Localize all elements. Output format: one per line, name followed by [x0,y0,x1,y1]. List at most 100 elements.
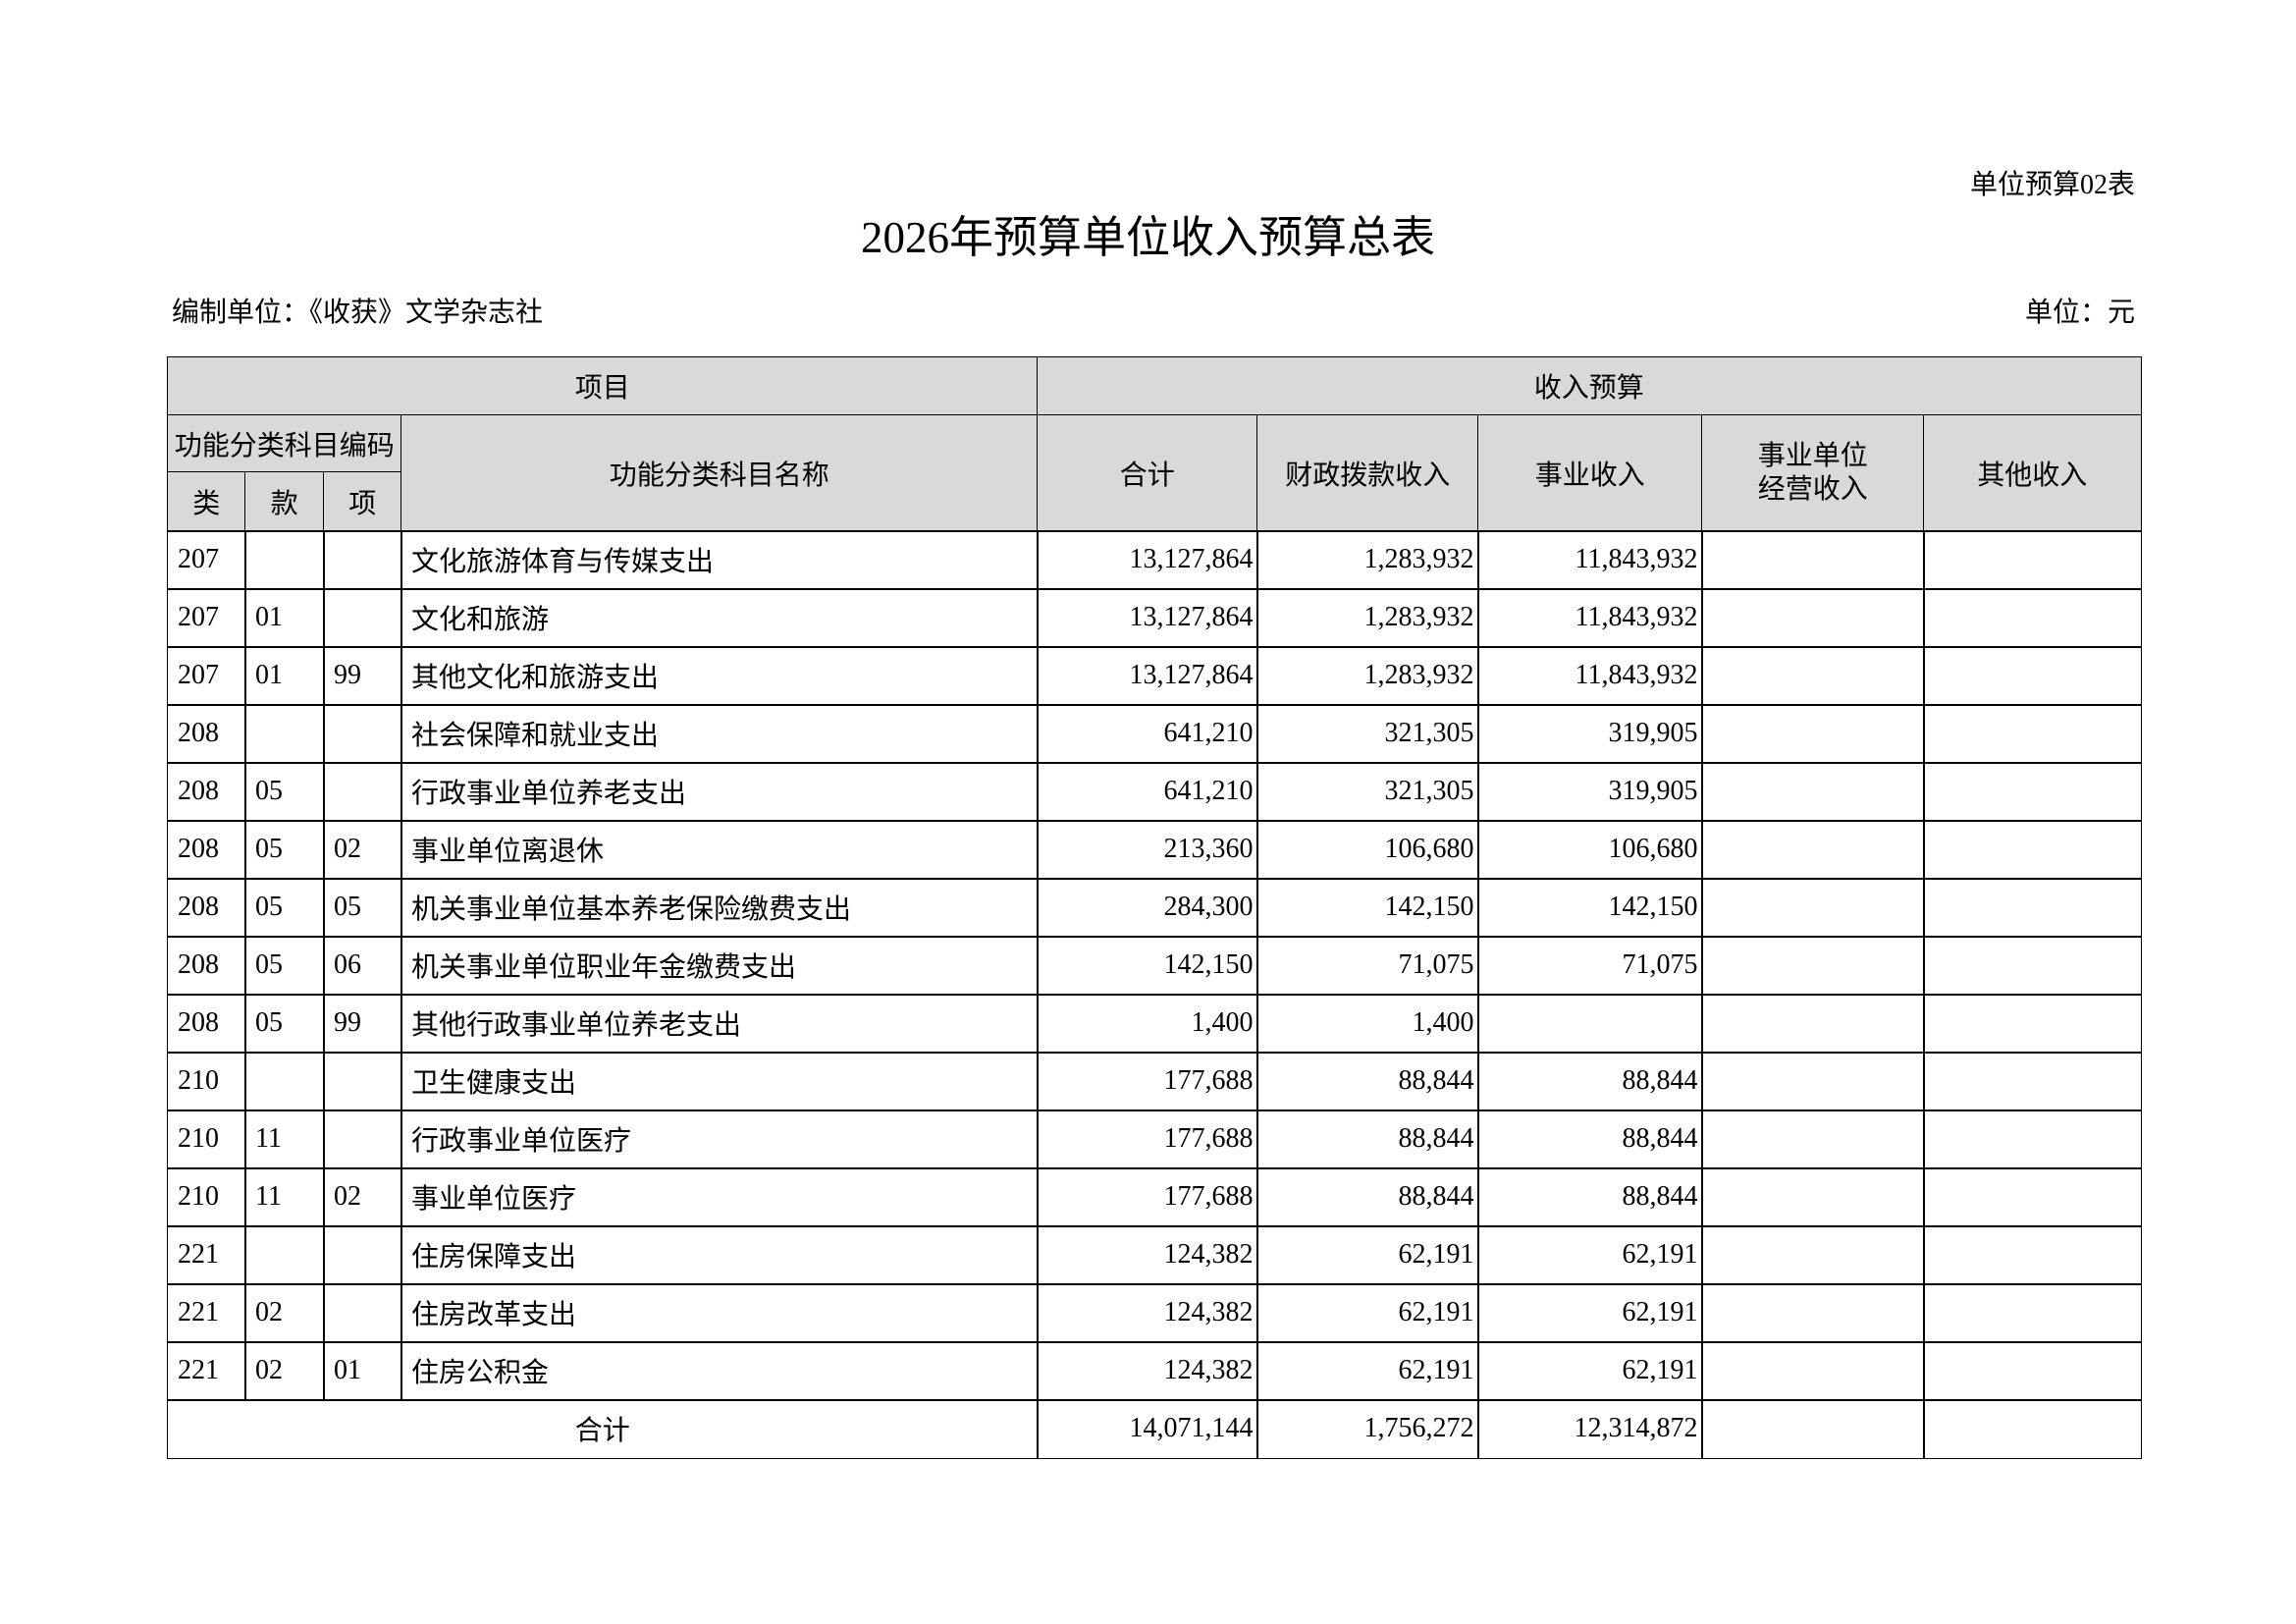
cell-text: 88,844 [1622,1123,1698,1155]
code-cell [323,1225,402,1285]
cell-text: 62,191 [1398,1355,1474,1386]
name-cell: 事业单位医疗 [400,1167,1039,1227]
cell-text: 11 [255,1123,282,1155]
cell-text: 14,071,144 [1129,1413,1254,1444]
value-cell: 62,191 [1477,1283,1703,1343]
group-header: 收入预算 [1037,356,2142,416]
total-value: 14,071,144 [1037,1399,1258,1459]
code-cell: 11 [244,1110,325,1169]
code-cell: 221 [167,1341,246,1401]
cell-text: 其他收入 [1977,460,2088,491]
cell-text: 177,688 [1163,1065,1254,1097]
value-cell: 1,283,932 [1256,530,1479,590]
group-header: 项目 [167,356,1039,416]
value-cell: 88,844 [1477,1110,1703,1169]
cell-text: 财政拨款收入 [1285,460,1451,491]
cell-text: 71,075 [1622,949,1698,981]
value-cell [1477,994,1703,1054]
code-cell: 99 [323,994,402,1054]
code-cell: 210 [167,1052,246,1111]
cell-text: 11 [255,1181,282,1213]
value-cell: 142,150 [1037,936,1258,996]
cell-text: 13,127,864 [1129,544,1254,575]
cell-text: 106,680 [1608,834,1698,865]
code-cell: 02 [323,820,402,880]
code-cell: 207 [167,646,246,706]
cell-text: 行政事业单位养老支出 [411,779,687,810]
cell-text: 1,283,932 [1363,544,1474,575]
cell-text: 99 [334,1007,361,1039]
code-cell: 221 [167,1225,246,1285]
cell-text: 62,191 [1622,1297,1698,1328]
cell-text: 05 [255,1007,283,1039]
cell-text: 05 [334,892,361,923]
cell-text: 其他文化和旅游支出 [411,663,660,694]
value-cell: 321,305 [1256,762,1479,822]
cell-text: 1,400 [1191,1007,1254,1039]
cell-text: 项 [348,488,377,519]
cell-text: 208 [178,718,219,749]
value-cell: 88,844 [1477,1052,1703,1111]
cell-text: 机关事业单位职业年金缴费支出 [411,952,797,984]
cell-text: 住房改革支出 [411,1300,577,1331]
cell-text: 124,382 [1163,1297,1254,1328]
cell-text: 210 [178,1065,219,1097]
code-cell: 05 [244,878,325,938]
cell-text: 02 [334,834,361,865]
code-column-header: 类 [167,471,246,532]
name-cell: 事业单位离退休 [400,820,1039,880]
code-cell: 208 [167,762,246,822]
cell-text: 卫生健康支出 [411,1068,577,1100]
cell-text: 88,844 [1398,1123,1474,1155]
value-cell: 62,191 [1256,1283,1479,1343]
cell-text: 142,150 [1384,892,1474,923]
code-cell [244,530,325,590]
code-cell [244,1052,325,1111]
value-cell: 124,382 [1037,1283,1258,1343]
cell-text: 05 [255,949,283,981]
value-cell: 71,075 [1256,936,1479,996]
name-cell: 文化旅游体育与传媒支出 [400,530,1039,590]
value-cell [1701,1225,1925,1285]
value-cell: 124,382 [1037,1225,1258,1285]
value-cell: 11,843,932 [1477,530,1703,590]
code-cell: 208 [167,704,246,764]
value-cell [1701,704,1925,764]
cell-text: 88,844 [1622,1065,1698,1097]
value-header: 事业收入 [1477,414,1703,532]
cell-text: 210 [178,1181,219,1213]
name-cell: 住房保障支出 [400,1225,1039,1285]
value-cell [1923,1283,2142,1343]
value-cell: 177,688 [1037,1110,1258,1169]
code-cell [244,1225,325,1285]
cell-text: 142,150 [1608,892,1698,923]
cell-text: 06 [334,949,361,981]
value-cell: 88,844 [1256,1110,1479,1169]
code-cell [323,704,402,764]
value-cell [1701,1110,1925,1169]
value-header: 其他收入 [1923,414,2142,532]
value-cell: 88,844 [1256,1052,1479,1111]
cell-text: 207 [178,544,219,575]
cell-text: 88,844 [1398,1181,1474,1213]
value-cell [1923,588,2142,648]
cell-text: 71,075 [1398,949,1474,981]
cell-text: 208 [178,776,219,807]
code-cell: 207 [167,588,246,648]
code-cell: 208 [167,936,246,996]
value-cell: 284,300 [1037,878,1258,938]
value-cell [1923,1110,2142,1169]
cell-text: 款 [270,488,298,519]
value-cell: 1,283,932 [1256,646,1479,706]
value-cell: 13,127,864 [1037,646,1258,706]
cell-text: 文化旅游体育与传媒支出 [411,547,715,578]
value-cell [1923,1341,2142,1401]
code-cell: 05 [244,762,325,822]
value-cell: 124,382 [1037,1341,1258,1401]
value-cell: 1,400 [1037,994,1258,1054]
code-cell: 02 [323,1167,402,1227]
value-cell [1923,530,2142,590]
value-cell [1701,1283,1925,1343]
cell-text: 321,305 [1384,776,1474,807]
code-cell: 99 [323,646,402,706]
